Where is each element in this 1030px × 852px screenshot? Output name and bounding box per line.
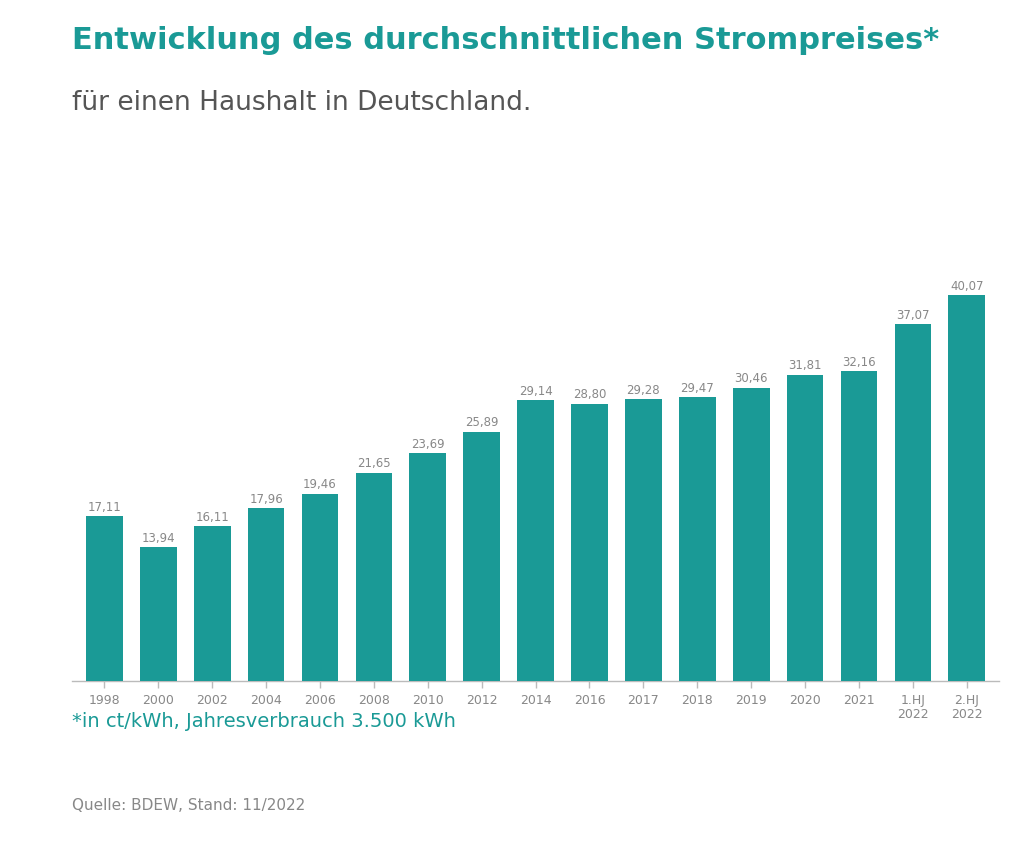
Bar [517, 401, 554, 682]
Text: 17,11: 17,11 [88, 500, 122, 514]
Text: 32,16: 32,16 [843, 355, 876, 368]
Text: 16,11: 16,11 [196, 510, 229, 523]
Text: 25,89: 25,89 [465, 416, 499, 429]
Bar [894, 325, 931, 682]
Text: *in ct/kWh, Jahresverbrauch 3.500 kWh: *in ct/kWh, Jahresverbrauch 3.500 kWh [72, 711, 456, 730]
Text: 13,94: 13,94 [141, 531, 175, 544]
Text: 28,80: 28,80 [573, 388, 607, 400]
Text: 30,46: 30,46 [734, 371, 768, 385]
Bar [625, 400, 661, 682]
Text: für einen Haushalt in Deutschland.: für einen Haushalt in Deutschland. [72, 89, 531, 115]
Bar [464, 432, 500, 682]
Text: 31,81: 31,81 [788, 359, 822, 371]
Bar [140, 547, 177, 682]
Bar [302, 494, 338, 682]
Bar [410, 453, 446, 682]
Text: 17,96: 17,96 [249, 492, 283, 505]
Bar [248, 509, 284, 682]
Bar [949, 296, 985, 682]
Bar [840, 371, 878, 682]
Bar [787, 375, 823, 682]
Text: 37,07: 37,07 [896, 308, 930, 321]
Bar [679, 398, 716, 682]
Text: 29,47: 29,47 [681, 382, 714, 394]
Text: 19,46: 19,46 [303, 478, 337, 491]
Text: 29,14: 29,14 [519, 384, 552, 398]
Text: Quelle: BDEW, Stand: 11/2022: Quelle: BDEW, Stand: 11/2022 [72, 797, 305, 812]
Text: 29,28: 29,28 [626, 383, 660, 396]
Text: 21,65: 21,65 [357, 457, 390, 469]
Text: Entwicklung des durchschnittlichen Strompreises*: Entwicklung des durchschnittlichen Strom… [72, 26, 939, 55]
Text: 23,69: 23,69 [411, 437, 445, 450]
Bar [733, 389, 769, 682]
Bar [87, 517, 123, 682]
Bar [194, 527, 231, 682]
Text: 40,07: 40,07 [950, 279, 984, 292]
Bar [355, 473, 392, 682]
Bar [572, 404, 608, 682]
